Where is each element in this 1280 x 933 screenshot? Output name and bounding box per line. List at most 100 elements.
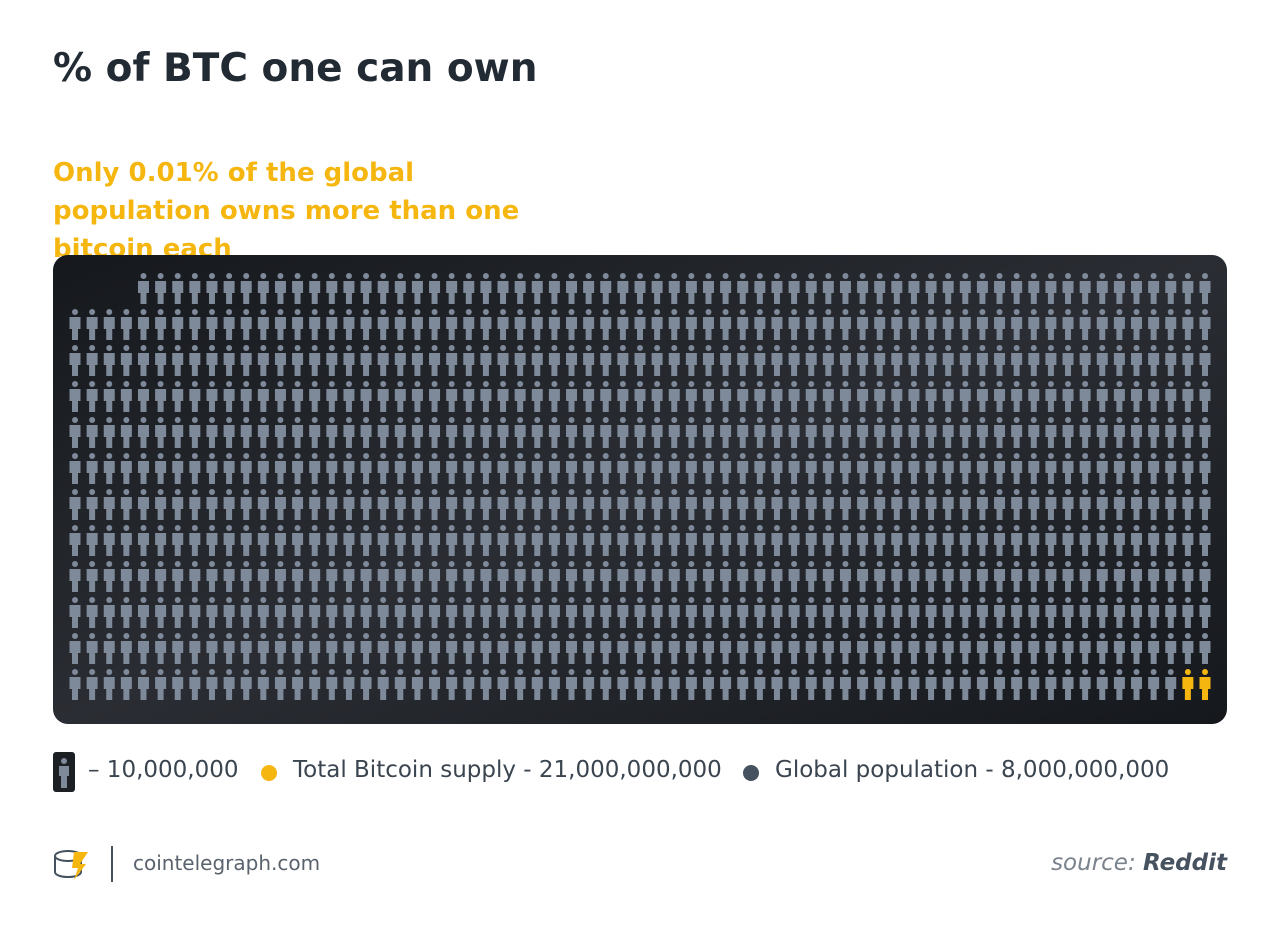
person-icon — [583, 345, 595, 376]
person-icon — [1079, 633, 1091, 664]
person-icon — [668, 489, 680, 520]
person-icon — [925, 417, 937, 448]
person-icon — [446, 273, 458, 304]
person-icon — [1182, 453, 1194, 484]
person-icon — [189, 561, 201, 592]
person-icon — [994, 633, 1006, 664]
person-icon — [788, 597, 800, 628]
person-icon — [617, 633, 629, 664]
person-icon — [566, 309, 578, 340]
person-icon — [548, 345, 560, 376]
person-icon — [685, 309, 697, 340]
person-icon — [172, 417, 184, 448]
person-icon — [1096, 525, 1108, 556]
person-icon — [1199, 489, 1211, 520]
person-icon — [189, 417, 201, 448]
person-icon — [668, 453, 680, 484]
person-icon — [480, 597, 492, 628]
person-icon — [720, 453, 732, 484]
person-icon — [274, 381, 286, 412]
person-icon — [292, 525, 304, 556]
person-icon — [206, 525, 218, 556]
person-icon — [309, 381, 321, 412]
person-icon — [292, 561, 304, 592]
person-icon — [531, 525, 543, 556]
person-icon — [377, 633, 389, 664]
person-icon — [206, 417, 218, 448]
person-icon — [891, 345, 903, 376]
person-icon — [1045, 597, 1057, 628]
person-icon — [617, 417, 629, 448]
person-icon — [805, 273, 817, 304]
person-icon — [994, 417, 1006, 448]
person-icon — [583, 417, 595, 448]
person-icon — [771, 633, 783, 664]
person-icon — [206, 489, 218, 520]
person-icon — [1113, 345, 1125, 376]
person-icon — [634, 525, 646, 556]
person-icon — [120, 525, 132, 556]
person-icon — [1062, 417, 1074, 448]
person-icon — [634, 669, 646, 700]
legend-entry: Total Bitcoin supply - 21,000,000,000 — [293, 757, 722, 783]
person-icon — [1182, 489, 1194, 520]
person-icon — [942, 561, 954, 592]
person-icon — [874, 273, 886, 304]
person-icon — [1165, 669, 1177, 700]
person-icon — [1011, 381, 1023, 412]
person-icon — [480, 381, 492, 412]
person-icon — [891, 669, 903, 700]
person-icon — [891, 597, 903, 628]
person-icon — [668, 381, 680, 412]
person-icon — [514, 417, 526, 448]
person-icon — [1096, 381, 1108, 412]
person-icon — [874, 345, 886, 376]
source: source: Reddit — [1051, 850, 1227, 876]
person-icon — [189, 345, 201, 376]
person-icon — [1113, 309, 1125, 340]
person-icon — [891, 489, 903, 520]
person-icon — [155, 417, 167, 448]
person-icon — [86, 561, 98, 592]
person-icon — [805, 417, 817, 448]
person-icon — [446, 669, 458, 700]
person-icon — [360, 309, 372, 340]
person-icon — [514, 561, 526, 592]
person-icon — [754, 597, 766, 628]
person-icon — [377, 273, 389, 304]
person-icon — [69, 489, 81, 520]
person-icon — [360, 453, 372, 484]
person-icon — [1148, 669, 1160, 700]
person-icon — [1062, 381, 1074, 412]
person-icon — [566, 561, 578, 592]
person-icon — [942, 381, 954, 412]
person-icon — [137, 273, 149, 304]
person-icon — [1079, 309, 1091, 340]
person-icon — [600, 597, 612, 628]
person-icon — [942, 633, 954, 664]
person-icon — [86, 417, 98, 448]
person-icon — [411, 669, 423, 700]
person-icon — [514, 381, 526, 412]
person-icon — [822, 597, 834, 628]
person-icon — [891, 633, 903, 664]
person-icon — [377, 417, 389, 448]
person-icon — [240, 453, 252, 484]
person-icon — [702, 345, 714, 376]
person-icon — [1182, 417, 1194, 448]
person-icon — [1045, 525, 1057, 556]
person-icon — [822, 273, 834, 304]
person-icon — [583, 273, 595, 304]
person-icon — [771, 489, 783, 520]
person-icon — [685, 417, 697, 448]
person-icon — [925, 561, 937, 592]
person-icon — [120, 561, 132, 592]
person-icon — [172, 273, 184, 304]
person-icon — [343, 453, 355, 484]
person-icon — [548, 417, 560, 448]
person-icon — [668, 345, 680, 376]
person-icon — [514, 669, 526, 700]
person-icon — [702, 561, 714, 592]
person-icon — [1028, 309, 1040, 340]
person-icon — [805, 345, 817, 376]
